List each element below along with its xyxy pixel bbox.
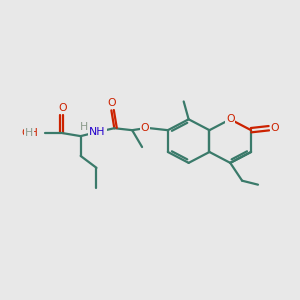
Text: O: O [141, 123, 149, 133]
Text: NH: NH [89, 127, 106, 137]
Text: H: H [80, 122, 88, 132]
Text: O: O [271, 123, 279, 133]
Text: O: O [58, 103, 67, 113]
Text: O: O [226, 114, 235, 124]
Text: H: H [25, 128, 33, 138]
Text: OH: OH [21, 128, 38, 138]
Text: O: O [107, 98, 116, 108]
